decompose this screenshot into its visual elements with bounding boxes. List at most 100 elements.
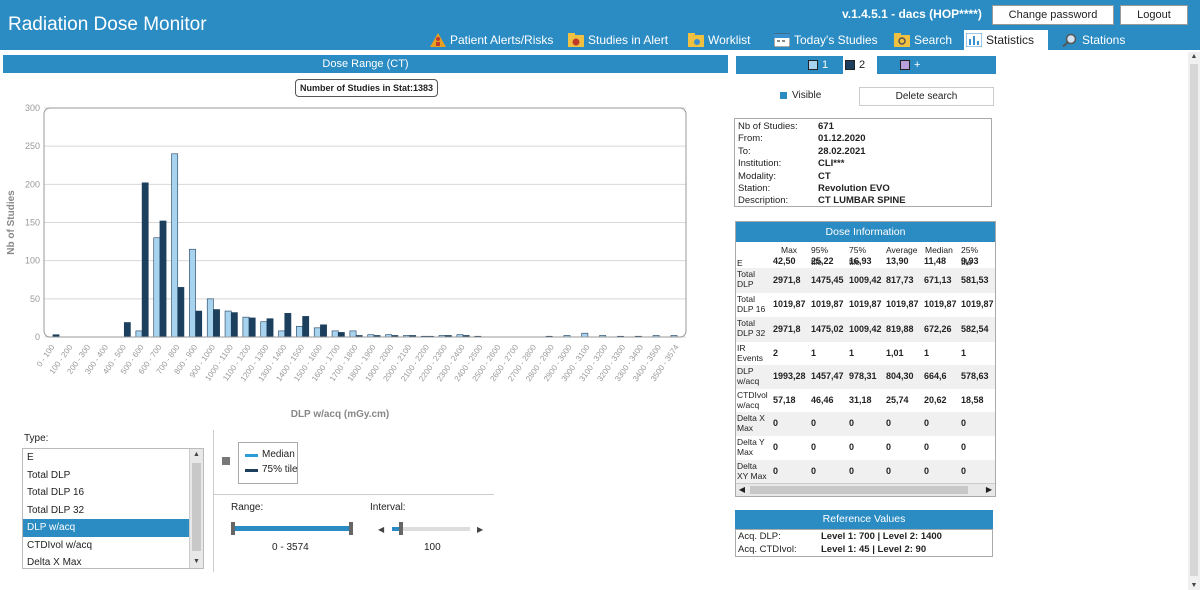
type-list-item[interactable]: DLP w/acq <box>23 519 189 537</box>
dose-column-header[interactable]: Max <box>781 245 798 255</box>
dose-row[interactable]: Total DLP 16 1019,87 1019,87 1019,87 1019,87… <box>736 293 995 317</box>
nav-stations[interactable]: Stations <box>1060 30 1125 50</box>
divider <box>213 430 214 572</box>
nav-label: Search <box>914 33 953 47</box>
dose-row[interactable]: Delta Y Max 0 0 0 0 0 0 <box>736 436 995 460</box>
histogram-bar[interactable] <box>296 326 303 338</box>
histogram-bar[interactable] <box>284 313 292 338</box>
dose-row[interactable]: E 42,50 25,22 16,93 13,90 11,48 9,93 <box>736 256 995 268</box>
dose-row-label: DLP w/acq <box>737 366 760 386</box>
histogram-bar[interactable] <box>266 318 274 338</box>
histogram-bar[interactable] <box>177 287 185 338</box>
dose-column-header[interactable]: 25% tile <box>961 245 979 267</box>
histogram-bar[interactable] <box>302 316 310 338</box>
dose-column-header[interactable]: 95% tile <box>811 245 829 267</box>
histogram-bar[interactable] <box>195 310 203 338</box>
histogram-bar[interactable] <box>349 330 357 338</box>
type-list-item[interactable]: Total DLP <box>27 469 71 481</box>
histogram-bar[interactable] <box>337 332 345 338</box>
histogram-bar[interactable] <box>230 312 238 338</box>
histogram-bar[interactable] <box>153 237 161 338</box>
dose-cell: 9,93 <box>961 256 979 266</box>
logout-button[interactable]: Logout <box>1120 5 1188 25</box>
range-max-handle[interactable] <box>349 522 353 535</box>
histogram-bar[interactable] <box>320 324 327 338</box>
histogram-bar[interactable] <box>171 153 179 338</box>
scroll-thumb[interactable] <box>192 463 201 551</box>
histogram-bar[interactable] <box>313 327 321 338</box>
dose-row[interactable]: IR Events 2 1 1 1,01 1 1 <box>736 342 995 365</box>
delete-search-button[interactable]: Delete search <box>859 87 994 106</box>
nav-todays-studies[interactable]: Today's Studies <box>772 30 878 50</box>
interval-increase-icon[interactable]: ▶ <box>477 525 484 534</box>
histogram-bar[interactable] <box>135 330 143 338</box>
histogram-bar[interactable] <box>242 316 250 338</box>
nav-patient-alerts[interactable]: Patient Alerts/Risks <box>428 30 553 50</box>
dose-row-label: Delta X Max <box>737 413 765 433</box>
scroll-down-icon[interactable]: ▼ <box>193 558 200 565</box>
range-min-handle[interactable] <box>231 522 235 535</box>
range-slider[interactable] <box>228 518 358 538</box>
dose-column-header[interactable]: 75% tile <box>849 245 867 267</box>
dose-row[interactable]: Delta XY Max 0 0 0 0 0 0 <box>736 460 995 484</box>
info-key: Modality: <box>738 170 777 182</box>
dose-row[interactable]: CTDIvol w/acq 57,18 46,46 31,18 25,74 20,62 18… <box>736 389 995 412</box>
type-list-item[interactable]: Total DLP 16 <box>27 487 85 498</box>
tab-add-search[interactable]: + <box>898 56 928 74</box>
dose-column-header[interactable]: Average <box>886 245 918 255</box>
type-list-item[interactable]: E <box>27 452 34 463</box>
scroll-up-icon[interactable]: ▲ <box>193 451 200 458</box>
dose-row[interactable]: Total DLP 2971,8 1475,45 1009,42 817,73 671,1… <box>736 268 995 293</box>
scroll-thumb[interactable] <box>1190 64 1198 576</box>
dose-row[interactable]: Delta X Max 0 0 0 0 0 0 <box>736 412 995 436</box>
visible-checkbox[interactable] <box>780 92 787 99</box>
dose-row-label: Total DLP 32 <box>737 318 766 338</box>
info-row: Nb of Studies: 671 <box>738 121 991 133</box>
legend-toggle-checkbox[interactable] <box>222 457 230 465</box>
histogram-bar[interactable] <box>141 182 149 338</box>
chart-y-ticks: 0 50 100 150 200 250 300 <box>25 103 40 342</box>
type-list-item[interactable]: Delta X Max <box>27 557 82 568</box>
scroll-thumb[interactable] <box>750 486 968 494</box>
dose-cell: 0 <box>811 418 817 428</box>
dose-grid-scrollbar[interactable]: ◀ ▶ <box>736 483 995 496</box>
histogram-bar[interactable] <box>260 321 268 338</box>
tab-label: 2 <box>859 59 866 71</box>
histogram-bar[interactable] <box>159 220 167 338</box>
nav-statistics[interactable]: Statistics <box>964 30 1048 50</box>
histogram-bar[interactable] <box>248 317 256 338</box>
type-list-item[interactable]: CTDIvol w/acq <box>27 539 93 551</box>
interval-slider[interactable]: ◀ ▶ <box>376 518 488 538</box>
tab-search-1[interactable]: 1 <box>806 56 834 74</box>
type-listbox[interactable]: E Total DLP Total DLP 16 Total DLP 32 DLP w/… <box>22 448 204 569</box>
histogram-bar[interactable] <box>213 309 220 338</box>
nav-studies-in-alert[interactable]: Studies in Alert <box>566 30 668 50</box>
histogram-bar[interactable] <box>224 310 232 338</box>
type-list-item[interactable]: Total DLP 32 <box>27 504 85 516</box>
nav-label: Patient Alerts/Risks <box>450 33 554 47</box>
histogram-bar[interactable] <box>581 332 589 338</box>
interval-decrease-icon[interactable]: ◀ <box>378 525 385 534</box>
nav-worklist[interactable]: Worklist <box>686 30 750 50</box>
dose-cell: 46,46 <box>811 394 834 405</box>
dose-row[interactable]: Total DLP 32 2971,8 1475,02 1009,42 819,88 67… <box>736 317 995 342</box>
type-list-scrollbar[interactable]: ▲ ▼ <box>189 449 203 568</box>
dose-column-header[interactable]: Median <box>925 245 953 255</box>
interval-handle[interactable] <box>399 522 403 535</box>
page-scrollbar[interactable]: ▲ ▼ <box>1188 52 1200 590</box>
histogram-bar[interactable] <box>278 330 286 338</box>
tab-search-2[interactable]: 2 <box>843 56 877 74</box>
histogram-bar[interactable] <box>123 322 131 338</box>
warning-person-icon <box>430 33 446 47</box>
nav-search[interactable]: Search <box>892 30 952 50</box>
histogram-bar[interactable] <box>189 248 196 338</box>
scroll-left-icon[interactable]: ◀ <box>738 485 746 494</box>
scroll-up-icon[interactable]: ▲ <box>1190 53 1198 60</box>
histogram-bar[interactable] <box>206 298 214 338</box>
scroll-down-icon[interactable]: ▼ <box>1190 582 1198 589</box>
scroll-right-icon[interactable]: ▶ <box>985 485 993 494</box>
dose-row[interactable]: DLP w/acq 1993,28 1457,47 978,31 804,30 664,6… <box>736 365 995 389</box>
dose-range-title: Dose Range (CT) <box>3 55 728 73</box>
change-password-button[interactable]: Change password <box>992 5 1114 25</box>
histogram-bar[interactable] <box>331 330 339 338</box>
